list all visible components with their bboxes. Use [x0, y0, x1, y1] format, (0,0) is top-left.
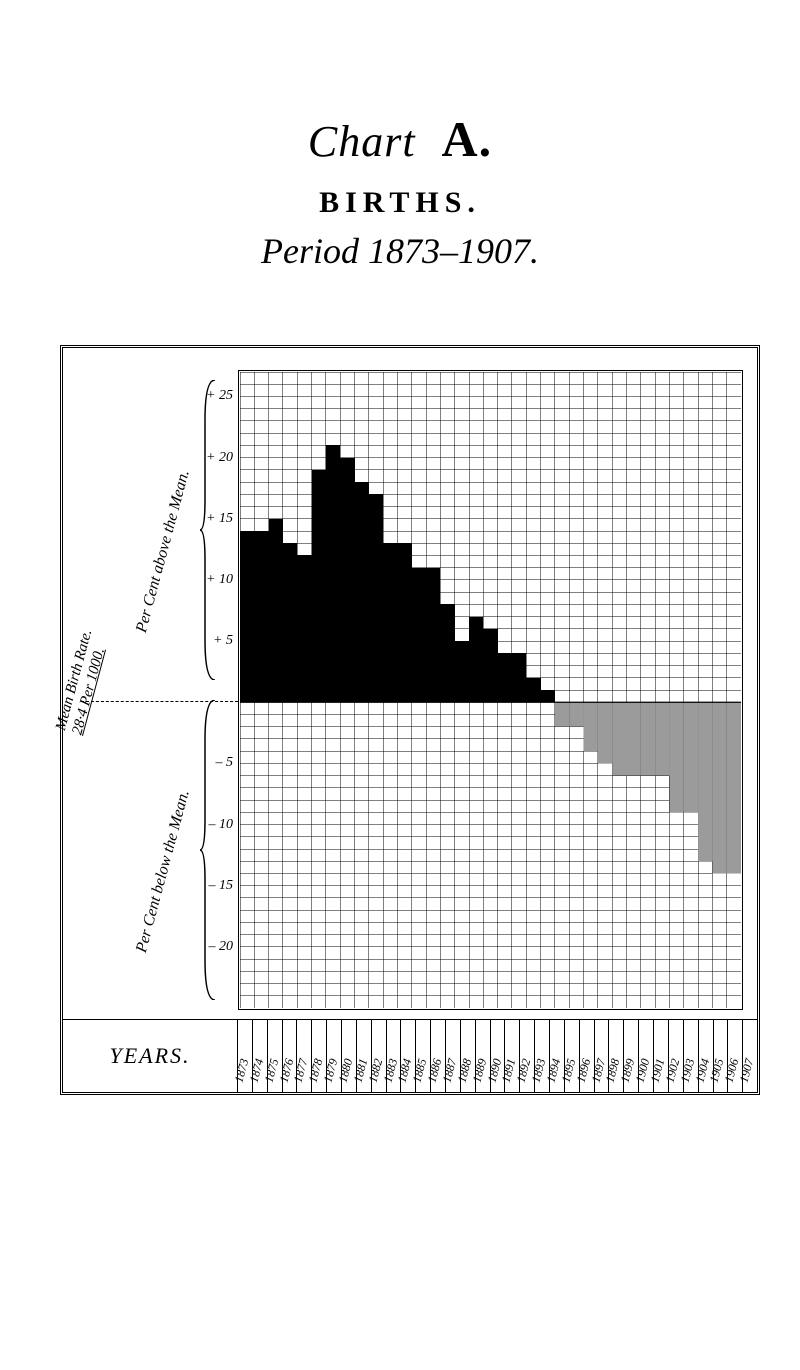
chart-title-letter: A. — [442, 111, 493, 167]
bar — [712, 702, 726, 873]
births-title: BIRTHS. — [0, 186, 800, 220]
chart-svg — [240, 372, 741, 1008]
bar — [641, 702, 655, 775]
bar — [283, 543, 297, 702]
above-mean-label: Per Cent above the Mean. — [133, 468, 194, 634]
bar — [598, 702, 612, 763]
bar — [669, 702, 683, 812]
bar — [727, 702, 741, 873]
years-label: YEARS. — [63, 1020, 238, 1092]
bar — [355, 482, 369, 702]
y-tick-label: + 10 — [206, 572, 233, 588]
chart-title-word: Chart — [308, 117, 416, 166]
y-tick-label: – 10 — [209, 817, 234, 833]
bar — [612, 702, 626, 775]
year-cell: 1907 — [743, 1020, 757, 1092]
y-tick-label: + 25 — [206, 388, 233, 404]
chart-title: Chart A. — [0, 110, 800, 168]
bar — [369, 494, 383, 702]
bar — [584, 702, 598, 751]
y-tick-label: + 5 — [213, 633, 233, 649]
bar — [269, 519, 283, 702]
bar — [698, 702, 712, 861]
bar — [526, 678, 540, 702]
bar — [569, 702, 583, 726]
y-tick-label: – 20 — [209, 939, 234, 955]
bar — [455, 641, 469, 702]
zero-baseline-dash — [81, 701, 238, 702]
bar — [626, 702, 640, 775]
bar — [326, 445, 340, 702]
bar — [412, 568, 426, 703]
bar — [440, 604, 454, 702]
bar — [312, 470, 326, 702]
bar — [684, 702, 698, 812]
axis-labels: Per Cent above the Mean. Per Cent below … — [78, 370, 238, 1010]
bar — [297, 555, 311, 702]
plot-area: + 25+ 20+ 15+ 10+ 5– 5– 10– 15– 20 — [238, 370, 743, 1010]
y-tick-label: – 5 — [216, 755, 234, 771]
bar — [512, 653, 526, 702]
bar — [541, 690, 555, 702]
below-mean-label: Per Cent below the Mean. — [133, 788, 194, 954]
brace-below-icon — [196, 700, 224, 1000]
bar — [483, 629, 497, 702]
bar — [655, 702, 669, 775]
years-row: YEARS. 187318741875187618771878187918801… — [63, 1019, 757, 1092]
bar — [426, 568, 440, 703]
y-tick-label: – 15 — [209, 878, 234, 894]
bar — [254, 531, 268, 702]
page: Chart A. BIRTHS. Period 1873–1907. Mean … — [0, 0, 800, 1370]
bar — [397, 543, 411, 702]
years-cells: 1873187418751876187718781879188018811882… — [238, 1020, 757, 1092]
bar — [240, 531, 254, 702]
bar — [498, 653, 512, 702]
bar — [383, 543, 397, 702]
title-block: Chart A. BIRTHS. Period 1873–1907. — [0, 0, 800, 272]
bar — [340, 458, 354, 703]
chart-frame: Mean Birth Rate. 28·4 Per 1000. Per Cent… — [60, 345, 760, 1095]
y-tick-label: + 15 — [206, 511, 233, 527]
period-title: Period 1873–1907. — [0, 230, 800, 272]
bar — [555, 702, 569, 726]
bar — [469, 617, 483, 703]
y-tick-label: + 20 — [206, 450, 233, 466]
